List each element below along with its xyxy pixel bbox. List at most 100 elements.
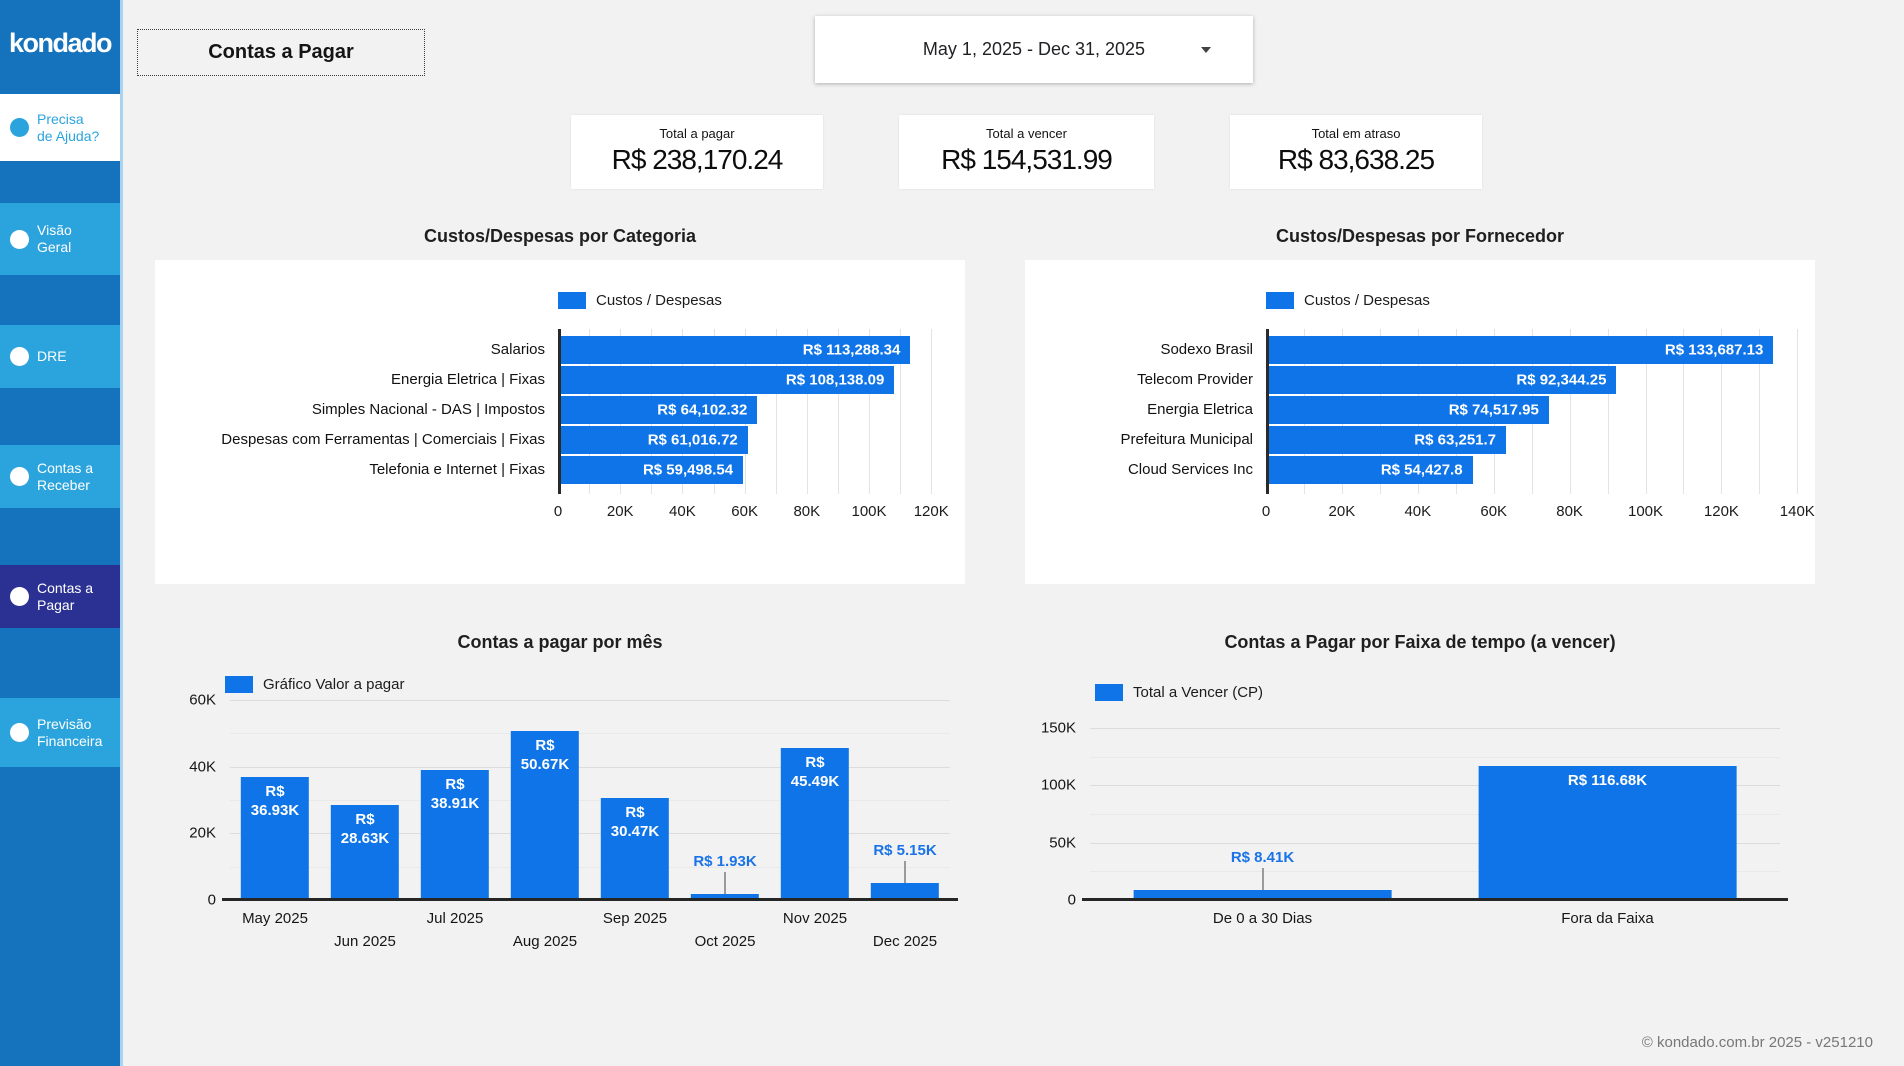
axis-tick-label: 40K xyxy=(669,503,696,520)
bar-value-label: R$ 59,498.54 xyxy=(642,461,734,479)
axis-tick-label: 80K xyxy=(1556,503,1583,520)
sidebar-item-visao-geral[interactable]: Visão Geral xyxy=(0,203,120,275)
axis-tick-label: 20K xyxy=(606,503,634,520)
bar[interactable]: R$ 92,344.25 xyxy=(1266,366,1617,394)
sidebar-item-help[interactable]: Precisa de Ajuda? xyxy=(0,94,120,161)
bar-value-label: R$ 38.91K xyxy=(430,776,480,813)
kpi-total-a-vencer: Total a vencer R$ 154,531.99 xyxy=(899,115,1154,189)
bar-value-label: R$ 74,517.95 xyxy=(1448,401,1539,419)
chart-custos-por-fornecedor: Custos/Despesas por Fornecedor Custos / … xyxy=(1025,226,1815,584)
chart-legend: Total a Vencer (CP) xyxy=(1095,684,1263,701)
kpi-total-a-pagar: Total a pagar R$ 238,170.24 xyxy=(571,115,823,189)
bar-value-label: R$ 54,427.8 xyxy=(1380,461,1463,479)
y-axis-label: 50K xyxy=(1049,834,1076,852)
plot-area: R$ 113,288.34 R$ 108,138.09 R$ 64,102.32 R$… xyxy=(558,329,953,494)
chart-contas-a-pagar-por-mes: Contas a pagar por mês Gráfico Valor a p… xyxy=(155,620,965,966)
sidebar-item-label: DRE xyxy=(37,348,67,364)
label-leader-line xyxy=(904,860,906,883)
bar[interactable]: R$ 61,016.72 xyxy=(558,426,748,454)
sidebar-item-contas-a-receber[interactable]: Contas a Receber xyxy=(0,445,120,508)
category-label: Prefeitura Municipal xyxy=(1120,431,1253,448)
bar[interactable]: R$ 133,687.13 xyxy=(1266,336,1774,364)
category-axis: Salarios Energia Eletrica | Fixas Simples … xyxy=(155,335,545,485)
bar[interactable]: R$ 116.68K xyxy=(1478,766,1737,900)
sidebar-item-previsao-financeira[interactable]: Previsão Financeira xyxy=(0,698,120,767)
plot-area: R$ 133,687.13 R$ 92,344.25 R$ 74,517.95 R$ … xyxy=(1266,329,1803,494)
bar[interactable]: R$ 59,498.54 xyxy=(558,456,744,484)
kondado-logo: kondado xyxy=(9,28,113,58)
gridline xyxy=(1759,329,1761,494)
chart-title: Custos/Despesas por Categoria xyxy=(423,226,697,246)
bar[interactable]: R$ 54,427.8 xyxy=(1266,456,1473,484)
chevron-down-icon xyxy=(1201,47,1211,53)
gridline xyxy=(775,329,777,494)
axis-tick-label: 60K xyxy=(1480,503,1508,520)
axis-tick-label: 20K xyxy=(1328,503,1356,520)
gridline xyxy=(931,329,933,494)
x-axis-label: Fora da Faixa xyxy=(1561,910,1654,927)
bar[interactable]: R$ 36.93K xyxy=(240,776,310,900)
legend-label: Gráfico Valor a pagar xyxy=(263,676,405,693)
sidebar-item-dre[interactable]: DRE xyxy=(0,325,120,388)
gridline xyxy=(1090,842,1780,844)
date-range-picker[interactable]: May 1, 2025 - Dec 31, 2025 xyxy=(815,16,1253,83)
y-axis-label: 60K xyxy=(189,691,216,709)
kpi-total-em-atraso: Total em atraso R$ 83,638.25 xyxy=(1230,115,1482,189)
bar-value-label: R$ 28.63K xyxy=(340,810,390,847)
bar[interactable] xyxy=(1133,890,1392,900)
bar-value-label: R$ 1.93K xyxy=(693,852,757,870)
bar[interactable]: R$ 28.63K xyxy=(330,804,400,900)
bar-value-label: R$ 5.15K xyxy=(873,841,937,859)
chart-card: Custos / Despesas Sodexo Brasil Telecom P… xyxy=(1025,260,1815,584)
sidebar-item-label: Visão Geral xyxy=(37,222,72,255)
x-axis-label: Dec 2025 xyxy=(872,933,938,950)
sidebar-item-contas-a-pagar[interactable]: Contas a Pagar xyxy=(0,565,120,628)
page-title: Contas a Pagar xyxy=(137,29,425,76)
bar[interactable] xyxy=(690,893,760,900)
bar-value-label: R$ 113,288.34 xyxy=(802,341,901,359)
bar[interactable]: R$ 108,138.09 xyxy=(558,366,895,394)
category-label: Salarios xyxy=(490,341,545,358)
bar-value-label: R$ 133,687.13 xyxy=(1664,341,1764,359)
bar[interactable]: R$ 30.47K xyxy=(600,798,670,900)
sidebar-item-label: Precisa de Ajuda? xyxy=(37,110,100,144)
bullet-icon xyxy=(10,467,29,486)
category-axis: Sodexo Brasil Telecom Provider Energia Ele… xyxy=(1025,335,1253,485)
bar[interactable]: R$ 50.67K xyxy=(510,731,580,900)
bar[interactable]: R$ 74,517.95 xyxy=(1266,396,1549,424)
axis-tick-label: 100K xyxy=(851,503,887,520)
bar[interactable]: R$ 64,102.32 xyxy=(558,396,758,424)
bar[interactable]: R$ 38.91K xyxy=(420,770,490,900)
axis-tick-label: 0 xyxy=(553,503,563,520)
gridline xyxy=(1721,329,1723,494)
bar[interactable]: R$ 63,251.7 xyxy=(1266,426,1507,454)
bullet-icon xyxy=(10,347,29,366)
gridline xyxy=(230,866,950,868)
y-axis-label: 0 xyxy=(207,891,216,909)
bar-value-label: R$ 116.68K xyxy=(1567,772,1648,790)
y-axis-line xyxy=(558,329,561,494)
x-axis-label: May 2025 xyxy=(242,910,308,927)
bar[interactable]: R$ 45.49K xyxy=(780,748,850,900)
gridline xyxy=(1683,329,1685,494)
value-axis: 0 20K 40K 60K 80K 100K 120K xyxy=(554,503,953,523)
y-axis-label: 100K xyxy=(1040,776,1076,794)
gridline xyxy=(837,329,839,494)
chart-title: Contas a Pagar por Faixa de tempo (a ven… xyxy=(1224,632,1616,652)
axis-tick-label: 100K xyxy=(1627,503,1664,520)
gridline xyxy=(1090,871,1780,873)
bar[interactable] xyxy=(870,882,940,900)
plot-area: R$ 8.41K R$ 116.68K xyxy=(1082,728,1788,901)
bar[interactable]: R$ 113,288.34 xyxy=(558,336,911,364)
x-axis-label: Jun 2025 xyxy=(334,933,396,950)
x-axis-label: Oct 2025 xyxy=(694,933,756,950)
axis-tick-label: 140K xyxy=(1779,503,1815,520)
chart-legend: Gráfico Valor a pagar xyxy=(225,676,404,693)
gridline xyxy=(869,329,871,494)
gridline xyxy=(1797,329,1799,494)
bullet-icon xyxy=(10,723,29,742)
bar-value-label: R$ 45.49K xyxy=(790,754,840,791)
gridline xyxy=(230,766,950,768)
chart-title: Custos/Despesas por Fornecedor xyxy=(1275,226,1565,246)
legend-swatch-icon xyxy=(1266,292,1294,309)
